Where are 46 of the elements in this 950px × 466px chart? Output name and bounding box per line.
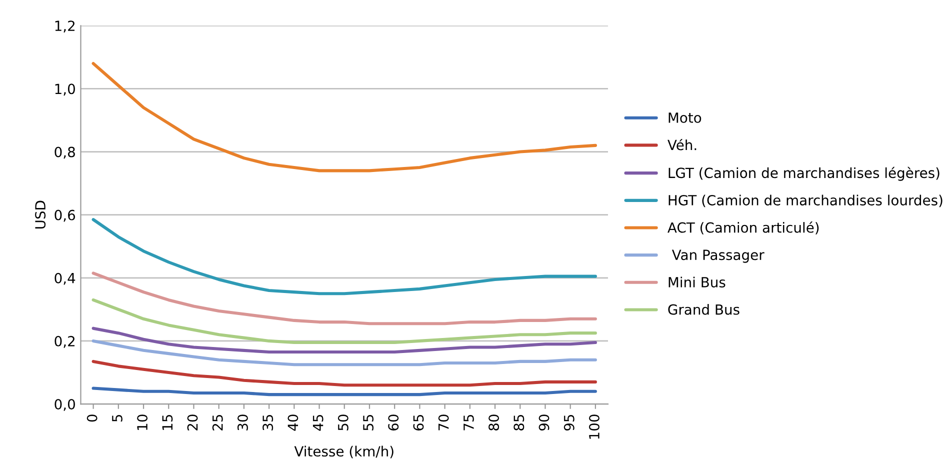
legend-label: Véh. [668,138,696,150]
legend-label: Grand Bus [668,304,740,315]
line-series [92,62,597,172]
x-tick-label: 65 [413,414,424,430]
legend-label: ACT (Camion articulé) [668,221,819,234]
x-tick-label: 20 [187,414,198,430]
x-tick-label: 50 [338,414,348,430]
x-tick-label: 0 [86,414,98,422]
y-tick-label: 0,2 [54,336,74,348]
legend-label: LGT (Camion de marchandises légères) [668,166,940,181]
x-tick-label: 10 [137,414,148,430]
y-axis-title: USD [35,200,46,228]
x-tick-label: 70 [438,414,449,430]
y-tick-label: 0,4 [54,272,76,285]
legend-label: Van Passager [672,250,764,263]
x-tick-label: 35 [262,414,274,430]
x-tick-label: 60 [388,414,399,430]
legend-label: HGT (Camion de marchandises lourdes) [668,194,942,208]
y-tick-label: 0,0 [54,398,75,411]
line-series [92,339,597,366]
line-series [92,360,597,387]
x-tick-label: 80 [488,414,500,430]
x-tick-label: 75 [464,414,474,430]
x-tick-label: 85 [514,414,524,430]
x-axis-title: Vitesse (km/h) [294,446,394,458]
y-tick-label: 1,0 [55,84,75,96]
legend-label: Moto [668,112,702,123]
line-series [92,272,597,326]
x-tick-label: 15 [162,414,173,430]
x-tick-label: 5 [112,414,122,422]
x-tick-label: 55 [363,414,374,430]
x-tick-label: 90 [538,414,550,431]
line-series [92,218,597,296]
x-tick-label: 95 [564,414,574,431]
line-series [92,298,597,344]
line-series [92,386,597,396]
line-series [92,326,597,354]
y-tick-label: 0,6 [54,210,76,222]
y-tick-label: 0,8 [54,146,75,159]
legend-label: Mini Bus [668,276,726,288]
x-tick-label: 100 [588,414,600,439]
x-tick-label: 30 [237,414,248,430]
x-tick-label: 40 [288,414,298,431]
y-tick-label: 1,2 [55,20,74,33]
x-tick-label: 45 [312,414,324,431]
x-tick-label: 25 [212,414,223,430]
